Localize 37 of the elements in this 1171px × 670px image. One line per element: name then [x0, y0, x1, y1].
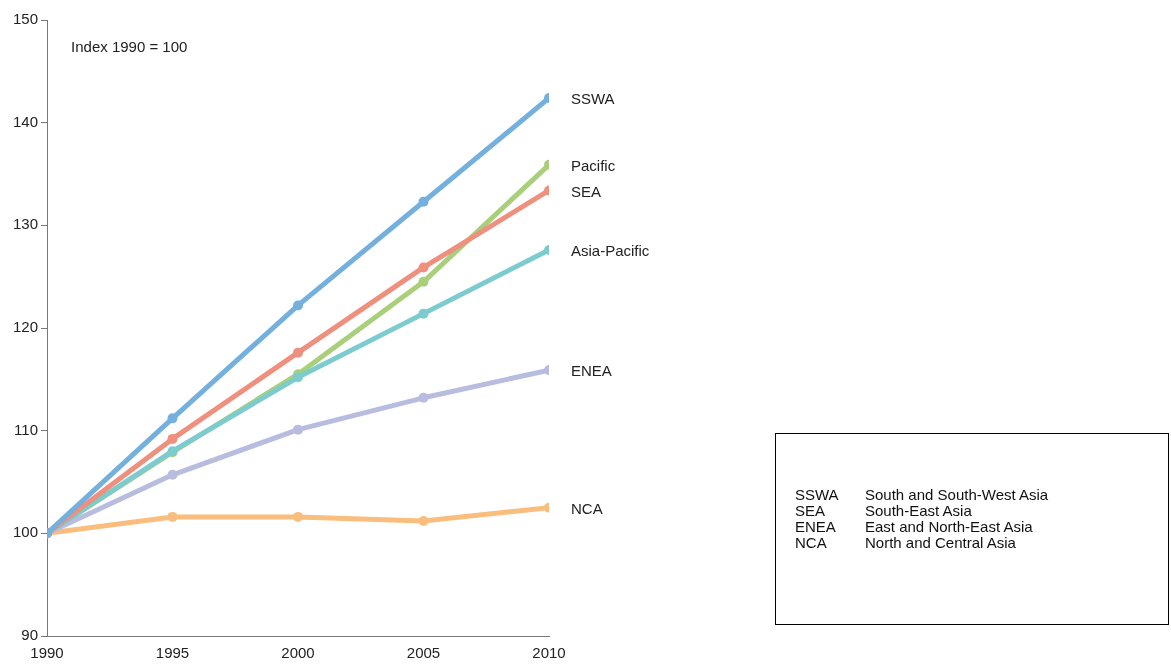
- text: SSWA South and South-West Asia: [795, 486, 1049, 503]
- point: [418, 392, 429, 403]
- point: [418, 262, 429, 273]
- y-tick-label: 110: [14, 420, 39, 438]
- x-tick-label: 1995: [155, 644, 190, 662]
- y-tick-label: 100: [13, 523, 39, 541]
- point: [167, 469, 178, 480]
- point: [418, 276, 429, 287]
- point: [293, 347, 304, 358]
- point: [167, 511, 178, 522]
- point: [293, 511, 304, 522]
- point: [418, 196, 429, 207]
- point: [293, 300, 304, 311]
- y-tick-label: 150: [13, 10, 39, 28]
- text: SEA South-East Asia: [795, 502, 972, 519]
- y-tick-label: 120: [13, 318, 39, 336]
- text: ENEA East and North-East Asia: [795, 518, 1033, 535]
- y-tick-label: 140: [13, 112, 39, 130]
- annotation: Index 1990 = 100: [71, 38, 188, 56]
- x-tick-label: 2000: [281, 644, 315, 662]
- y-tick-label: 90: [21, 626, 39, 644]
- series-label: NCA: [571, 499, 603, 517]
- point: [293, 424, 304, 435]
- point: [418, 516, 429, 527]
- point: [418, 308, 429, 319]
- point: [167, 413, 178, 424]
- point: [167, 433, 178, 444]
- x-tick-label: 1990: [30, 644, 64, 662]
- series-label: Pacific: [571, 156, 616, 174]
- series-label: SEA: [571, 182, 602, 200]
- y-tick-label: 130: [13, 215, 39, 233]
- series-label: Asia-Pacific: [571, 242, 650, 260]
- x-tick-label: 2010: [532, 644, 566, 662]
- text: NCA North and Central Asia: [795, 534, 1016, 551]
- series-label: SSWA: [571, 90, 615, 108]
- series-label: ENEA: [571, 362, 612, 380]
- x-tick-label: 2005: [406, 644, 441, 662]
